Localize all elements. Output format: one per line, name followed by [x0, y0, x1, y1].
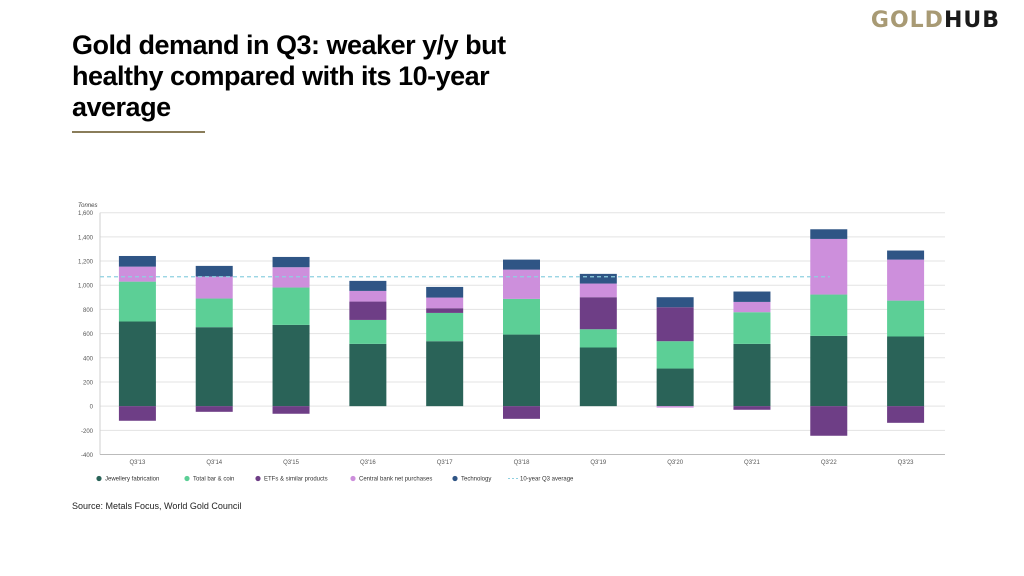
bar-segment — [579, 283, 617, 298]
bar-segment — [887, 259, 925, 301]
x-tick-label: Q3'21 — [744, 460, 760, 466]
bar-segment — [426, 341, 464, 407]
bar-segment — [272, 256, 310, 268]
bar-segment — [272, 324, 310, 407]
bar-segment — [272, 287, 310, 325]
bar-segment — [810, 335, 848, 407]
y-tick-label: 200 — [83, 380, 94, 386]
bar-segment — [579, 347, 617, 407]
bar-segment — [272, 267, 310, 288]
bar-segment — [810, 238, 848, 295]
legend-marker — [350, 475, 356, 482]
bar-segment — [118, 266, 156, 282]
bar-segment — [656, 341, 694, 369]
y-tick-label: 400 — [83, 356, 94, 362]
bar-segment — [118, 321, 156, 407]
bar-segment — [349, 280, 387, 291]
bar-segment — [503, 298, 540, 335]
bar-segment — [810, 294, 848, 336]
x-tick-label: Q3'22 — [821, 460, 837, 466]
legend-label: Technology — [461, 477, 491, 483]
y-tick-label: 1,400 — [78, 235, 94, 241]
y-tick-label: 1,000 — [78, 284, 94, 290]
bar-segment — [349, 343, 387, 407]
bar-segment — [887, 406, 925, 423]
bar-segment — [733, 312, 771, 344]
legend-marker — [452, 475, 458, 482]
bar-segment — [656, 368, 694, 407]
legend-marker — [255, 475, 261, 482]
y-tick-label: -400 — [81, 453, 94, 459]
bar-segment — [887, 300, 925, 337]
bar-segment — [426, 297, 464, 309]
page-title: Gold demand in Q3: weaker y/y but health… — [72, 30, 506, 122]
bar-segment — [810, 406, 848, 436]
y-axis-label: Tonnes — [78, 203, 97, 209]
bar-segment — [503, 269, 540, 299]
y-tick-label: 1,200 — [78, 260, 94, 266]
bar-segment — [887, 336, 925, 407]
bar-segment — [733, 301, 771, 313]
legend-label: Jewellery fabrication — [105, 477, 159, 483]
bar-segment — [656, 406, 694, 408]
bar-segment — [579, 329, 617, 348]
y-tick-label: 1,600 — [78, 211, 94, 217]
x-tick-label: Q3'13 — [129, 460, 145, 466]
bar-segment — [656, 307, 694, 342]
legend-label: 10-year Q3 average — [520, 477, 574, 483]
legend-label: ETFs & similar products — [264, 477, 328, 483]
title-underline — [72, 131, 205, 133]
bar-segment — [426, 312, 464, 342]
bar-segment — [503, 334, 540, 407]
y-tick-label: 800 — [83, 308, 94, 314]
x-tick-label: Q3'20 — [667, 460, 683, 466]
bar-segment — [195, 327, 233, 407]
bar-segment — [349, 319, 387, 344]
legend-label: Total bar & coin — [193, 477, 234, 483]
y-tick-label: 0 — [90, 405, 94, 411]
bar-segment — [426, 286, 464, 298]
legend-label: Central bank net purchases — [359, 477, 432, 483]
x-tick-label: Q3'23 — [898, 460, 914, 466]
source-note: Source: Metals Focus, World Gold Council — [72, 501, 242, 511]
bar-segment — [195, 406, 233, 412]
bar-segment — [349, 290, 387, 302]
bar-segment — [887, 250, 925, 260]
bar-segment — [810, 229, 848, 239]
bar-segment — [426, 308, 464, 313]
bar-segment — [503, 259, 540, 270]
legend-marker — [96, 475, 102, 482]
bar-segment — [118, 281, 156, 322]
legend-marker — [184, 475, 190, 482]
x-tick-label: Q3'16 — [360, 460, 376, 466]
x-tick-label: Q3'15 — [283, 460, 299, 466]
bar-segment — [579, 297, 617, 330]
bar-segment — [195, 276, 233, 299]
x-tick-label: Q3'14 — [206, 460, 222, 466]
bar-segment — [118, 255, 156, 267]
x-tick-label: Q3'18 — [514, 460, 530, 466]
goldhub-logo: GOLDHUB — [870, 8, 1000, 33]
bar-segment — [733, 343, 771, 407]
bar-segment — [733, 406, 771, 410]
bar-segment — [195, 265, 233, 277]
bar-segment — [656, 297, 694, 308]
bar-segment — [118, 406, 156, 421]
bar-segment — [503, 406, 540, 419]
x-tick-label: Q3'19 — [590, 460, 606, 466]
x-tick-label: Q3'17 — [437, 460, 453, 466]
bar-segment — [272, 406, 310, 414]
bar-segment — [733, 291, 771, 302]
bar-segment — [195, 298, 233, 328]
bar-segment — [579, 273, 617, 284]
y-tick-label: -200 — [81, 429, 94, 435]
bar-segment — [349, 301, 387, 320]
y-tick-label: 600 — [83, 332, 94, 338]
